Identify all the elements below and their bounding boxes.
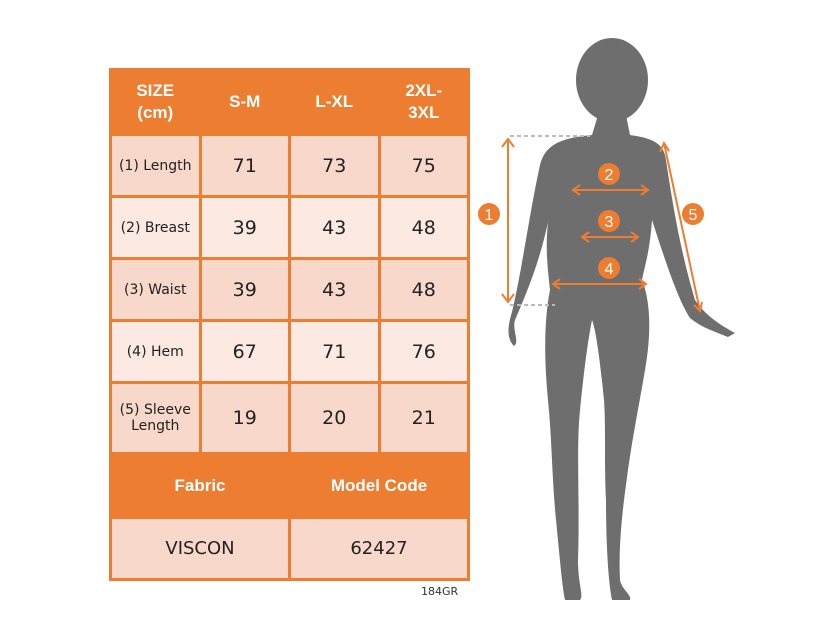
cell: 48 bbox=[377, 195, 470, 260]
marker-4: 4 bbox=[605, 261, 614, 278]
cell: 67 bbox=[198, 319, 291, 384]
footer-value-row: VISCON 62427 bbox=[109, 516, 470, 581]
header-s-m: S-M bbox=[198, 68, 291, 136]
cell: 20 bbox=[288, 381, 381, 455]
marker-2: 2 bbox=[605, 167, 614, 184]
header-l-xl: L-XL bbox=[288, 68, 381, 136]
table-row: (3) Waist 39 43 48 bbox=[109, 257, 470, 322]
cell: 39 bbox=[198, 195, 291, 260]
silhouette-icon bbox=[508, 38, 735, 600]
marker-5: 5 bbox=[689, 207, 698, 224]
cell: 73 bbox=[288, 133, 381, 198]
cell: 43 bbox=[288, 195, 381, 260]
cell: 71 bbox=[198, 133, 291, 198]
cell: 39 bbox=[198, 257, 291, 322]
row-label: (3) Waist bbox=[109, 257, 202, 322]
row-label: (1) Length bbox=[109, 133, 202, 198]
header-line: SIZE bbox=[136, 81, 175, 100]
header-line: 3XL bbox=[408, 103, 440, 122]
row-label: (5) Sleeve Length bbox=[109, 381, 202, 455]
row-label: (4) Hem bbox=[109, 319, 202, 384]
footer-header-row: Fabric Model Code bbox=[109, 452, 470, 519]
table-row: (5) Sleeve Length 19 20 21 bbox=[109, 381, 470, 455]
header-line: (cm) bbox=[137, 103, 174, 122]
marker-3: 3 bbox=[605, 214, 614, 231]
cell: 43 bbox=[288, 257, 381, 322]
cell: 76 bbox=[377, 319, 470, 384]
table-row: (4) Hem 67 71 76 bbox=[109, 319, 470, 384]
label-line: (5) Sleeve bbox=[119, 402, 191, 418]
fabric-value: VISCON bbox=[109, 516, 291, 581]
cell: 75 bbox=[377, 133, 470, 198]
cell: 71 bbox=[288, 319, 381, 384]
cell: 21 bbox=[377, 381, 470, 455]
product-code: 184GR bbox=[421, 585, 459, 598]
cell: 19 bbox=[198, 381, 291, 455]
measurement-markers: 1 2 3 4 5 bbox=[478, 163, 704, 279]
cell: 48 bbox=[377, 257, 470, 322]
header-row: SIZE (cm) S-M L-XL 2XL- 3XL bbox=[109, 68, 470, 136]
table-row: (1) Length 71 73 75 bbox=[109, 133, 470, 198]
header-2xl-3xl: 2XL- 3XL bbox=[377, 68, 470, 136]
model-code-value: 62427 bbox=[288, 516, 470, 581]
header-line: 2XL- bbox=[405, 81, 443, 100]
header-fabric: Fabric bbox=[109, 452, 291, 519]
size-chart-table: SIZE (cm) S-M L-XL 2XL- 3XL (1) Length 71 73… bbox=[109, 68, 470, 581]
header-model-code: Model Code bbox=[288, 452, 470, 519]
measurement-lines bbox=[501, 135, 703, 313]
table-row: (2) Breast 39 43 48 bbox=[109, 195, 470, 260]
body-silhouette-figure: 1 2 3 4 5 bbox=[478, 38, 735, 600]
label-line: Length bbox=[131, 418, 180, 434]
header-size: SIZE (cm) bbox=[109, 68, 202, 136]
row-label: (2) Breast bbox=[109, 195, 202, 260]
marker-1: 1 bbox=[485, 207, 494, 224]
